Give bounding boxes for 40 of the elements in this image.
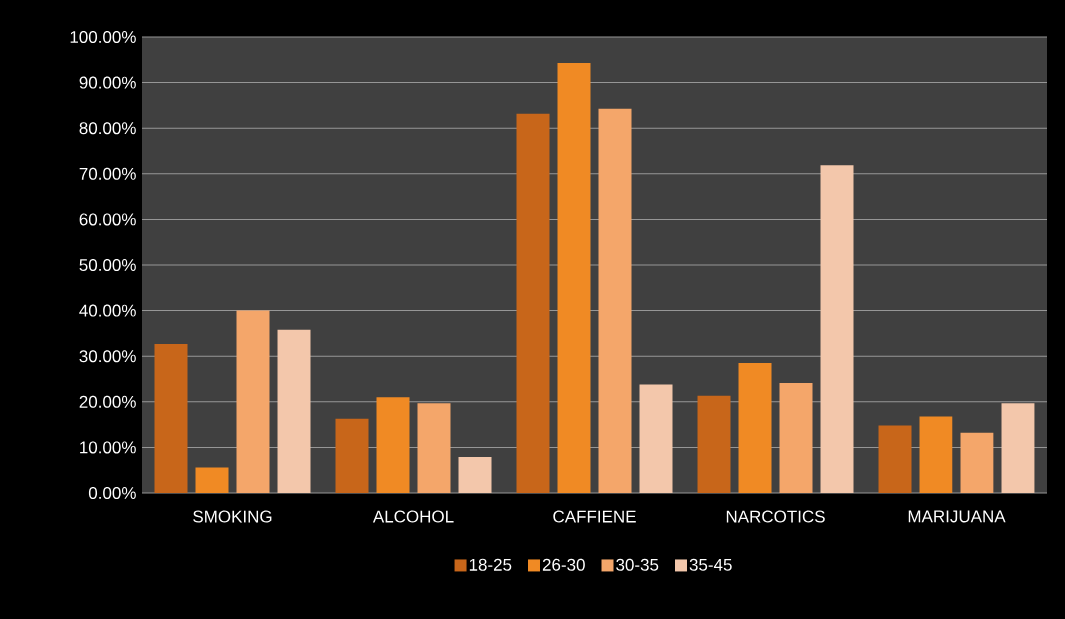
bar bbox=[236, 310, 270, 493]
y-tick-label: 50.00% bbox=[79, 258, 136, 272]
bar bbox=[195, 467, 229, 493]
legend-label: 30-35 bbox=[616, 558, 659, 571]
bar bbox=[878, 425, 912, 493]
bar bbox=[376, 397, 410, 493]
bar bbox=[738, 363, 772, 493]
bar bbox=[779, 383, 813, 493]
bar bbox=[154, 343, 188, 493]
bar bbox=[639, 384, 673, 493]
bar bbox=[335, 418, 369, 493]
y-tick-label: 60.00% bbox=[79, 213, 136, 226]
legend-label: 18-25 bbox=[469, 558, 512, 571]
y-tick-label: 90.00% bbox=[79, 76, 136, 89]
bar bbox=[417, 403, 451, 493]
bar bbox=[919, 416, 953, 493]
y-tick-label: 70.00% bbox=[79, 167, 136, 180]
bar bbox=[820, 165, 854, 493]
x-tick-label: SMOKING bbox=[193, 510, 272, 523]
bar bbox=[277, 329, 311, 493]
x-tick-label: ALCOHOL bbox=[372, 510, 454, 523]
bar bbox=[557, 62, 591, 493]
y-tick-label: 100.00% bbox=[70, 30, 136, 44]
bar bbox=[598, 108, 632, 493]
y-tick-label: 20.00% bbox=[79, 395, 136, 408]
bar bbox=[697, 395, 731, 493]
bar bbox=[1001, 403, 1035, 493]
y-tick-label: 80.00% bbox=[79, 122, 136, 135]
y-tick-label: 10.00% bbox=[80, 441, 136, 454]
x-tick-label: NARCOTICS bbox=[726, 510, 825, 523]
legend-label: 35-45 bbox=[689, 558, 732, 571]
bar bbox=[458, 456, 492, 493]
y-tick-label: 30.00% bbox=[79, 350, 136, 363]
y-tick-label: 0.00% bbox=[88, 486, 136, 500]
bar bbox=[516, 113, 550, 493]
x-tick-label: MARIJUANA bbox=[908, 510, 1006, 523]
legend-label: 26-30 bbox=[542, 558, 585, 571]
x-tick-label: CAFFIENE bbox=[553, 510, 636, 523]
y-tick-label: 40.00% bbox=[79, 304, 136, 317]
bar bbox=[960, 432, 994, 493]
